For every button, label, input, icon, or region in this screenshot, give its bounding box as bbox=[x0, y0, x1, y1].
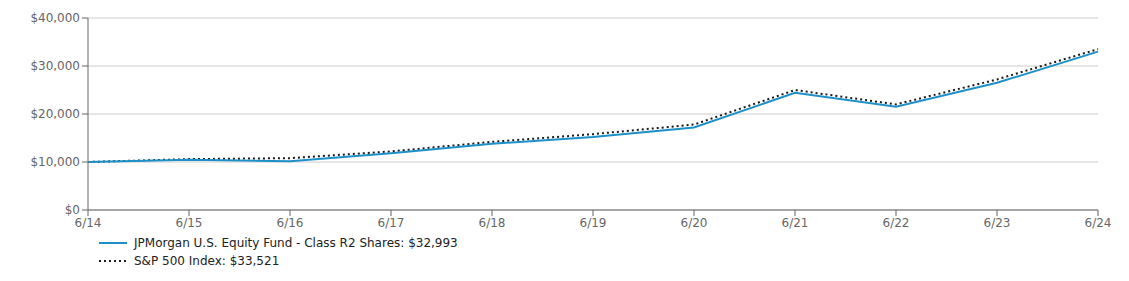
svg-text:6/15: 6/15 bbox=[176, 216, 203, 230]
svg-text:$20,000: $20,000 bbox=[30, 107, 80, 121]
svg-text:$30,000: $30,000 bbox=[30, 59, 80, 73]
svg-text:$0: $0 bbox=[65, 203, 80, 217]
svg-text:6/22: 6/22 bbox=[883, 216, 910, 230]
svg-text:6/17: 6/17 bbox=[378, 216, 405, 230]
svg-text:6/23: 6/23 bbox=[984, 216, 1011, 230]
html-text:JPMorgan U.S. Equity Fund - Cl: JPMorgan U.S. Equity Fund - Class R2 Sha… bbox=[134, 236, 458, 250]
svg-text:6/19: 6/19 bbox=[580, 216, 607, 230]
svg-text:6/21: 6/21 bbox=[782, 216, 809, 230]
svg-text:$40,000: $40,000 bbox=[30, 11, 80, 25]
svg-text:6/16: 6/16 bbox=[277, 216, 304, 230]
svg-text:6/20: 6/20 bbox=[681, 216, 708, 230]
html-text:S&P 500 Index: $33,521: S&P 500 Index: $33,521 bbox=[134, 254, 280, 268]
svg-text:6/18: 6/18 bbox=[479, 216, 506, 230]
svg-text:6/14: 6/14 bbox=[75, 216, 102, 230]
svg-text:$10,000: $10,000 bbox=[30, 155, 80, 169]
svg-text:6/24: 6/24 bbox=[1085, 216, 1112, 230]
